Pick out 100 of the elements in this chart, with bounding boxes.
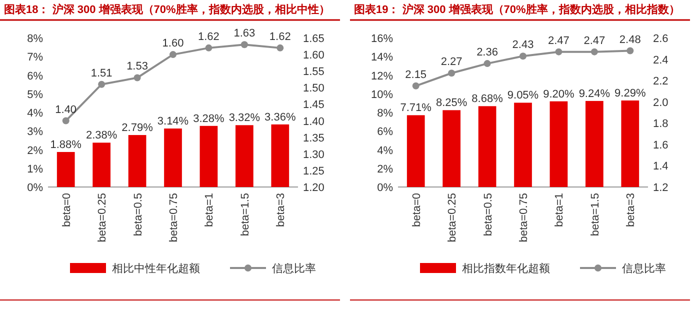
data-label: 3.14% <box>157 116 189 128</box>
x-tick-label: beta=1 <box>554 193 566 227</box>
legend-label: 相比中性年化超额 <box>112 262 200 275</box>
data-label: 2.43 <box>512 39 534 52</box>
y-tick-label: 2% <box>27 144 44 157</box>
bar <box>271 124 290 187</box>
x-tick-label: beta=0.5 <box>482 193 494 236</box>
y-tick-label: 4% <box>377 144 394 157</box>
y-tick-label: 10% <box>370 88 394 101</box>
point <box>276 44 284 52</box>
y2-tick-label: 2.4 <box>653 54 668 66</box>
x-tick-label: beta=0.75 <box>168 193 180 242</box>
y2-tick-label: 1.8 <box>653 118 668 130</box>
data-label: 9.20% <box>543 88 575 100</box>
x-tick-label: beta=0.25 <box>96 193 109 242</box>
y2-tick-label: 1.25 <box>303 165 324 178</box>
data-label: 2.47 <box>548 34 570 47</box>
x-tick-label: beta=1 <box>204 193 216 227</box>
x-tick-label: beta=0.75 <box>518 193 530 242</box>
y2-tick-label: 1.65 <box>303 33 324 45</box>
y2-tick-label: 1.30 <box>303 148 324 161</box>
data-label: 1.51 <box>90 67 112 80</box>
data-label: 2.79% <box>122 122 154 134</box>
y2-tick-label: 2.2 <box>653 76 668 88</box>
y-tick-label: 3% <box>27 126 44 138</box>
y-tick-label: 6% <box>377 126 394 138</box>
y2-tick-label: 1.45 <box>303 99 324 112</box>
bar <box>236 125 254 187</box>
y-tick-label: 12% <box>370 70 394 82</box>
y-tick-label: 8% <box>27 33 44 45</box>
y-tick-label: 1% <box>27 163 44 176</box>
y-tick-label: 5% <box>27 88 44 101</box>
bar <box>128 135 146 187</box>
data-label: 2.47 <box>584 34 606 47</box>
bar <box>56 152 75 187</box>
legend-label: 相比指数年化超额 <box>462 262 550 275</box>
point <box>590 48 598 56</box>
y-tick-label: 6% <box>27 70 44 82</box>
data-label: 2.38% <box>86 130 118 142</box>
point <box>626 47 634 54</box>
legend-label: 信息比率 <box>622 262 666 275</box>
x-tick-label: beta=0.5 <box>132 193 144 236</box>
y2-tick-label: 1.35 <box>303 132 324 144</box>
chart-title: 图表18： 沪深 300 增强表现（70%胜率，指数内选股，相比中性） <box>4 3 330 16</box>
y2-tick-label: 1.4 <box>653 160 668 173</box>
data-label: 3.36% <box>264 111 296 124</box>
data-label: 2.15 <box>405 68 427 81</box>
point <box>62 117 70 124</box>
x-tick-label: beta=3 <box>625 193 638 227</box>
data-label: 9.29% <box>614 87 646 100</box>
bar <box>164 128 182 187</box>
point <box>134 74 141 82</box>
point <box>412 82 420 90</box>
x-tick-label: beta=1.5 <box>239 193 252 236</box>
point <box>170 51 176 58</box>
data-label: 2.36 <box>476 46 498 59</box>
point <box>98 80 106 88</box>
data-label: 2.48 <box>619 34 641 46</box>
data-label: 1.62 <box>198 30 220 43</box>
y-tick-label: 0% <box>27 182 44 194</box>
y2-tick-label: 2.0 <box>653 96 668 109</box>
data-label: 1.62 <box>269 30 291 43</box>
y-tick-label: 16% <box>370 33 394 45</box>
chart-title: 图表19： 沪深 300 增强表现（70%胜率，指数内选股，相比指数） <box>354 3 680 16</box>
y2-tick-label: 1.40 <box>303 116 324 128</box>
data-label: 8.68% <box>472 93 504 106</box>
data-label: 9.24% <box>578 88 610 100</box>
data-label: 8.25% <box>436 97 468 110</box>
y-tick-label: 7% <box>27 52 44 64</box>
point <box>205 44 212 52</box>
data-label: 1.60 <box>162 38 184 50</box>
y-tick-label: 4% <box>27 108 44 120</box>
data-label: 7.71% <box>400 102 432 114</box>
data-label: 1.63 <box>234 28 256 40</box>
y-tick-label: 0% <box>377 182 394 194</box>
bar <box>200 126 218 187</box>
y-tick-label: 14% <box>370 52 394 64</box>
x-tick-label: beta=3 <box>275 193 288 227</box>
data-label: 9.05% <box>507 90 539 102</box>
point <box>520 52 526 60</box>
data-label: 1.88% <box>50 138 82 151</box>
bar <box>92 142 110 187</box>
data-label: 3.28% <box>193 112 225 125</box>
data-label: 2.27 <box>440 56 462 68</box>
x-tick-label: beta=1.5 <box>589 193 602 236</box>
y2-tick-label: 2.6 <box>653 33 668 45</box>
x-tick-label: beta=0 <box>410 193 423 227</box>
y2-tick-label: 1.20 <box>303 182 324 194</box>
y-tick-label: 2% <box>377 163 394 176</box>
x-tick-label: beta=0.25 <box>446 193 459 242</box>
x-tick-label: beta=0 <box>60 193 73 227</box>
point <box>240 41 248 48</box>
point <box>555 48 562 56</box>
data-label: 3.32% <box>228 112 260 124</box>
point <box>448 70 456 77</box>
data-label: 1.53 <box>126 60 148 73</box>
y2-tick-label: 1.2 <box>653 182 668 194</box>
y2-tick-label: 1.50 <box>303 82 324 95</box>
point <box>484 60 491 68</box>
y2-tick-label: 1.55 <box>303 66 324 78</box>
